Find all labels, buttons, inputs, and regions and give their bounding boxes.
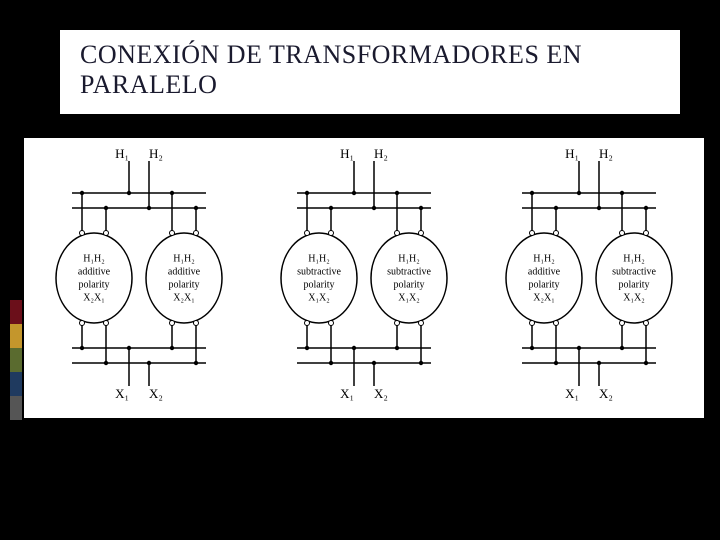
svg-text:X₁: X₁ [565, 386, 579, 401]
svg-text:additive: additive [528, 267, 561, 278]
svg-text:polarity: polarity [528, 280, 559, 291]
svg-text:polarity: polarity [393, 280, 424, 291]
svg-text:X₁: X₁ [115, 386, 129, 401]
svg-text:H₁: H₁ [115, 146, 129, 161]
svg-text:H₂: H₂ [149, 146, 163, 161]
svg-text:X₁X₂: X₁X₂ [398, 293, 419, 304]
svg-text:H₂: H₂ [599, 146, 613, 161]
svg-text:X₁: X₁ [340, 386, 354, 401]
svg-text:H₁H₂: H₁H₂ [308, 254, 329, 265]
svg-text:polarity: polarity [618, 280, 649, 291]
svg-text:H₁H₂: H₁H₂ [398, 254, 419, 265]
svg-text:additive: additive [78, 267, 111, 278]
svg-text:H₁: H₁ [340, 146, 354, 161]
svg-text:subtractive: subtractive [612, 267, 656, 278]
svg-text:H₁: H₁ [565, 146, 579, 161]
diagram-panel: H₁H₂X₁X₂H₁H₂additivepolarityX₂X₁H₁H₂addi… [24, 138, 704, 418]
svg-text:X₂: X₂ [374, 386, 388, 401]
svg-text:X₂: X₂ [149, 386, 163, 401]
svg-text:X₂: X₂ [599, 386, 613, 401]
accent-bar [10, 0, 22, 540]
svg-text:X₂X₁: X₂X₁ [83, 293, 104, 304]
svg-text:H₁H₂: H₁H₂ [173, 254, 194, 265]
svg-text:additive: additive [168, 267, 201, 278]
svg-text:H₁H₂: H₁H₂ [533, 254, 554, 265]
svg-text:subtractive: subtractive [297, 267, 341, 278]
svg-text:polarity: polarity [168, 280, 199, 291]
svg-text:H₁H₂: H₁H₂ [83, 254, 104, 265]
svg-text:polarity: polarity [78, 280, 109, 291]
svg-text:X₂X₁: X₂X₁ [173, 293, 194, 304]
page-title: CONEXIÓN DE TRANSFORMADORES EN PARALELO [60, 30, 680, 114]
svg-text:subtractive: subtractive [387, 267, 431, 278]
svg-text:X₂X₁: X₂X₁ [533, 293, 554, 304]
slide: CONEXIÓN DE TRANSFORMADORES EN PARALELO … [0, 0, 720, 540]
svg-text:H₁H₂: H₁H₂ [623, 254, 644, 265]
svg-text:X₁X₂: X₁X₂ [308, 293, 329, 304]
svg-text:H₂: H₂ [374, 146, 388, 161]
svg-text:polarity: polarity [303, 280, 334, 291]
svg-text:X₁X₂: X₁X₂ [623, 293, 644, 304]
transformer-parallel-diagram: H₁H₂X₁X₂H₁H₂additivepolarityX₂X₁H₁H₂addi… [24, 138, 704, 418]
